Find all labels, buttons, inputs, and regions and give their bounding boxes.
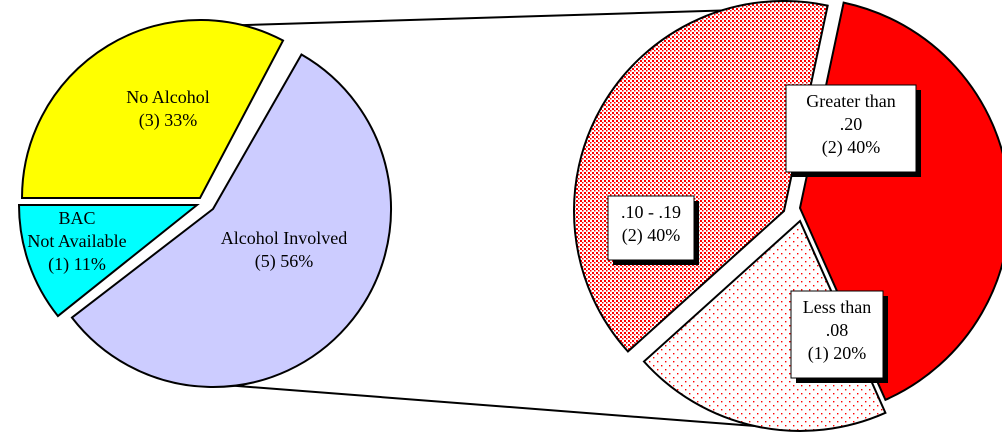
slice-bac-not-available [17,204,200,318]
label-alcohol-involved: Alcohol Involved (5) 56% [221,228,347,272]
label-alcohol-involved-line: (5) 56% [255,251,313,272]
label-greater-than-20: Greater than .20 (2) 40% [806,91,895,158]
label-bac-not-available-line: (1) 11% [48,254,106,275]
label-bac-not-available-line: BAC [58,208,95,228]
label-bac-not-available-line: Not Available [27,231,126,251]
label-no-alcohol: No Alcohol (3) 33% [126,87,210,131]
main-pie [17,19,392,388]
label-greater-than-20-line: Greater than [806,91,895,111]
label-greater-than-20-line: (2) 40% [822,137,880,158]
slice-labels: No Alcohol (3) 33% BAC Not Available (1) 11%… [27,84,921,383]
label-bac-not-available: BAC Not Available (1) 11% [27,208,126,275]
label-10-19: .10 - .19 (2) 40% [621,202,681,246]
label-10-19-line: (2) 40% [622,225,680,246]
label-less-than-08-box [790,290,884,379]
label-less-than-08-line: .08 [826,320,849,340]
label-less-than-08-line: (1) 20% [808,343,866,364]
label-greater-than-20-box [785,84,917,173]
connector-line-bottom [211,383,781,429]
label-less-than-08: Less than .08 (1) 20% [803,297,871,364]
slice-no-alcohol [20,19,285,199]
label-alcohol-involved-line: Alcohol Involved [221,228,347,248]
connector-lines [147,8,781,429]
slice-alcohol-involved [70,53,392,388]
label-10-19-box [607,195,695,261]
label-greater-than-20-line: .20 [840,114,863,134]
label-less-than-08-line: Less than [803,297,871,317]
label-10-19-line: .10 - .19 [621,202,681,222]
label-no-alcohol-line: (3) 33% [139,110,197,131]
label-no-alcohol-line: No Alcohol [126,87,210,107]
connector-line-top [147,8,771,29]
